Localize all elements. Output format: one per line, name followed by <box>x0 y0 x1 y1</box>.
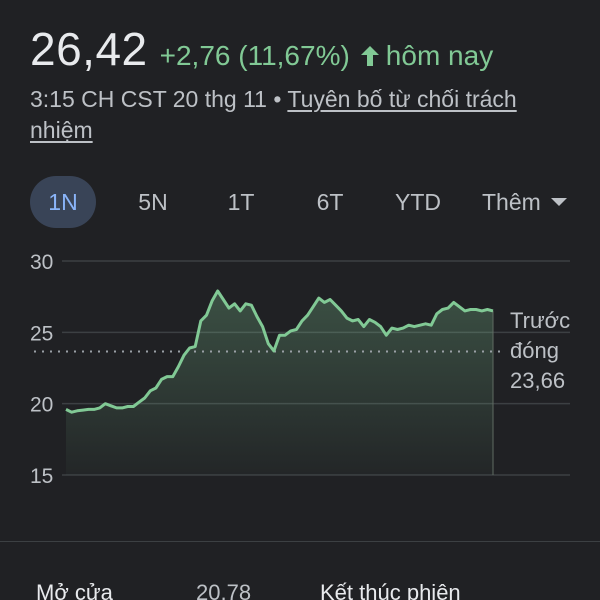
y-tick-label: 20 <box>30 394 53 417</box>
quote-header: 26,42 +2,76 (11,67%) hôm nay <box>30 22 493 76</box>
tab-6t[interactable]: 6T <box>316 189 344 215</box>
period-label: hôm nay <box>385 40 494 71</box>
disclaimer-link[interactable]: Tuyên bố từ chối trách nhiệm <box>30 86 517 143</box>
price-line <box>65 289 494 414</box>
stat-open-label: Mở cửa <box>36 580 113 600</box>
tab-more-label: Thêm <box>482 189 541 215</box>
price-change: +2,76 (11,67%) <box>159 40 350 71</box>
tab-5n[interactable]: 5N <box>138 189 168 215</box>
stat-open-value: 20,78 <box>196 580 252 600</box>
y-tick-label: 30 <box>30 251 53 274</box>
tab-ytd[interactable]: YTD <box>395 189 441 215</box>
tab-1n[interactable]: 1N <box>30 176 96 228</box>
section-divider <box>0 541 600 542</box>
caret-down-icon <box>550 198 567 206</box>
tab-1t[interactable]: 1T <box>227 189 255 215</box>
range-tabs: 1N 5N 1T 6T YTD Thêm <box>30 176 590 228</box>
y-tick-label: 15 <box>30 465 53 488</box>
tab-more[interactable]: Thêm <box>482 176 582 228</box>
stat-close-label: Kết thúc phiên <box>320 580 461 600</box>
previous-close-label: Trước <box>510 308 570 333</box>
previous-close-label: đóng <box>510 338 559 363</box>
quote-meta: 3:15 CH CST 20 thg 11 • Tuyên bố từ chối… <box>30 84 575 146</box>
area-fill <box>66 291 493 475</box>
current-price: 26,42 <box>30 23 148 75</box>
previous-close-value: 23,66 <box>510 368 565 393</box>
timestamp: 3:15 CH CST 20 thg 11 <box>30 86 267 112</box>
price-chart[interactable]: 30 25 20 15 Trước đóng 23,66 <box>0 240 600 500</box>
y-tick-label: 25 <box>30 322 53 345</box>
separator-dot: • <box>273 86 282 112</box>
arrow-up-icon <box>360 45 380 67</box>
